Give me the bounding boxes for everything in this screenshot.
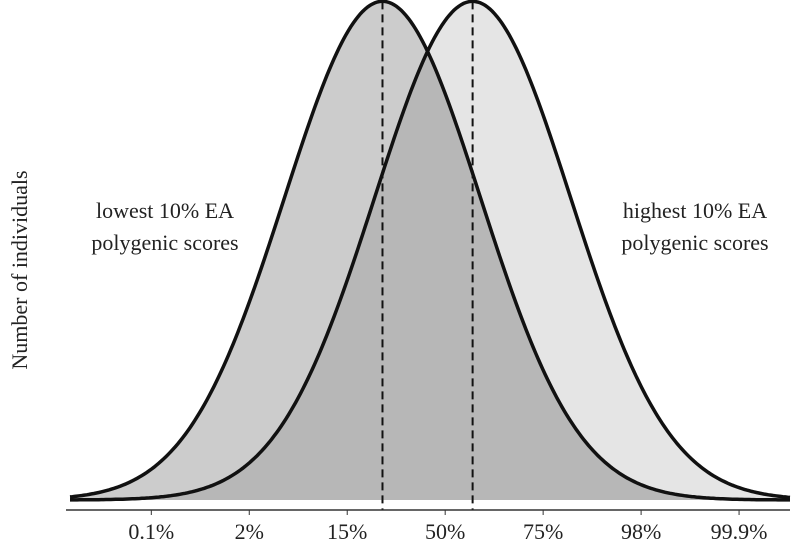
density-curve — [69, 0, 790, 502]
annotation: highest 10% EA — [623, 198, 767, 223]
x-tick-label: 98% — [621, 519, 661, 544]
y-axis-label: Number of individuals — [7, 170, 32, 369]
x-tick-label: 75% — [523, 519, 563, 544]
annotation: lowest 10% EA — [96, 198, 234, 223]
x-tick-label: 15% — [327, 519, 367, 544]
x-tick-label: 99.9% — [711, 519, 768, 544]
x-tick-label: 50% — [425, 519, 465, 544]
density-curve — [70, 0, 791, 502]
x-tick-label: 0.1% — [128, 519, 174, 544]
annotation: polygenic scores — [621, 230, 768, 255]
density-area — [70, 1, 790, 501]
density-area — [70, 1, 790, 501]
x-tick-label: 2% — [235, 519, 264, 544]
annotation: polygenic scores — [91, 230, 238, 255]
